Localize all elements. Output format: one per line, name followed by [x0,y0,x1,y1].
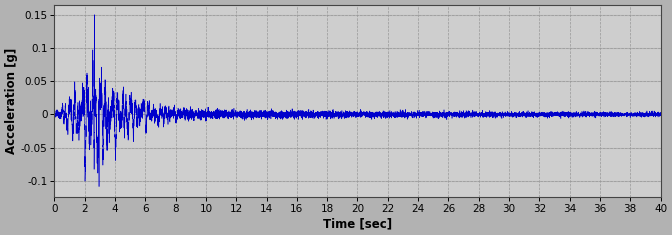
X-axis label: Time [sec]: Time [sec] [323,217,392,230]
Y-axis label: Acceleration [g]: Acceleration [g] [5,48,18,154]
